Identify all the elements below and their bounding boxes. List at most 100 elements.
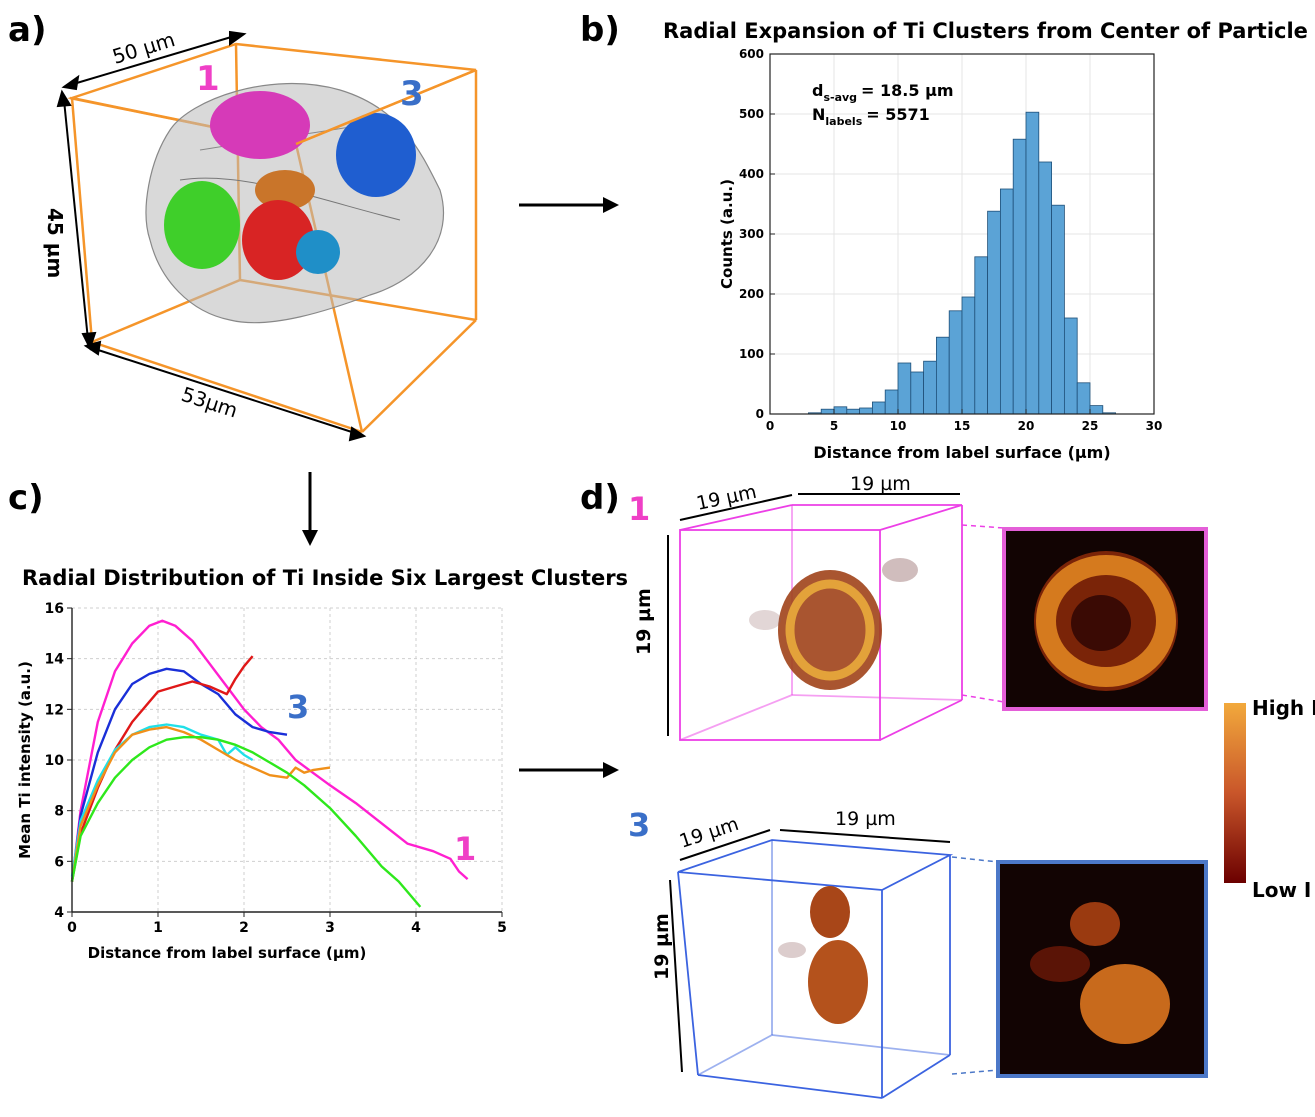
y-tick-label: 4 bbox=[54, 905, 64, 921]
histogram-chart: 0 5 10 15 20 25 300100200300400500600Distance … bbox=[718, 47, 1163, 462]
histogram-bar bbox=[935, 336, 950, 415]
x-tick-label: 0 bbox=[766, 419, 774, 433]
histogram-bar bbox=[1012, 138, 1027, 415]
series-line-4 bbox=[70, 723, 254, 877]
cluster-1-label: 1 bbox=[196, 59, 220, 99]
arrow-a-to-c bbox=[302, 472, 318, 546]
histogram-bar bbox=[1089, 405, 1104, 415]
x-tick-label: 30 bbox=[1146, 419, 1163, 433]
cluster-cyan bbox=[296, 230, 340, 274]
line-chart-title: Radial Distribution of Ti Inside Six Lar… bbox=[22, 566, 629, 590]
cluster-1-box bbox=[679, 504, 963, 741]
dim-label-side: 19 µm bbox=[633, 588, 655, 655]
histogram-bar bbox=[1063, 317, 1078, 415]
x-tick-label: 20 bbox=[1018, 419, 1035, 433]
histogram-bar bbox=[1076, 382, 1091, 415]
cluster-orange bbox=[255, 170, 315, 210]
histogram-bar bbox=[820, 408, 835, 415]
y-tick-label: 10 bbox=[45, 753, 65, 769]
panel-a-label: a) bbox=[8, 10, 47, 50]
cluster-1 bbox=[210, 91, 310, 159]
x-axis-label: Distance from label surface (µm) bbox=[813, 443, 1110, 462]
histogram-bar bbox=[948, 310, 963, 415]
colorbar-high-label: High I bbox=[1252, 696, 1315, 720]
histogram-bar bbox=[1038, 161, 1052, 415]
series-line-3 bbox=[70, 655, 254, 882]
histogram-bar bbox=[884, 389, 899, 415]
y-tick-label: 16 bbox=[45, 601, 64, 617]
histogram-bar bbox=[923, 360, 937, 415]
dimension-arrows bbox=[56, 30, 367, 442]
histogram-bar bbox=[1051, 204, 1065, 415]
y-tick-label: 14 bbox=[45, 652, 65, 668]
curve-1-label: 1 bbox=[454, 830, 476, 868]
arrow-c-to-d bbox=[519, 762, 619, 778]
x-tick-label: 10 bbox=[890, 419, 907, 433]
n-labels-annotation: Nlabels = 5571 bbox=[812, 105, 930, 128]
dim-label-top-right: 19 µm bbox=[850, 473, 911, 495]
cluster-3-connector bbox=[951, 856, 999, 1075]
dimension-arrows bbox=[667, 493, 960, 736]
x-tick-label: 3 bbox=[325, 920, 335, 936]
curve-3-label: 3 bbox=[287, 688, 309, 726]
x-tick-label: 0 bbox=[67, 920, 77, 936]
dimension-arrows bbox=[669, 829, 951, 1073]
y-axis-label: Mean Ti intensity (a.u.) bbox=[16, 661, 34, 859]
histogram-bar bbox=[987, 210, 1001, 415]
histogram-bar bbox=[859, 407, 873, 415]
y-tick-label: 100 bbox=[739, 347, 764, 361]
arrow-a-to-b bbox=[519, 197, 619, 213]
x-tick-label: 15 bbox=[954, 419, 971, 433]
cluster-3-3d-render: 3 19 µm 19 µm 19 µm bbox=[628, 806, 954, 1099]
y-tick-label: 0 bbox=[756, 407, 764, 421]
d-savg-annotation: ds-avg = 18.5 µm bbox=[812, 81, 954, 104]
particle-3d-render: 50 µm 45 µm 53µm 1 3 bbox=[43, 30, 478, 442]
y-tick-label: 200 bbox=[739, 287, 764, 301]
x-tick-label: 25 bbox=[1082, 419, 1099, 433]
dim-side-label: 45 µm bbox=[43, 208, 67, 278]
x-axis-label: Distance from label surface (µm) bbox=[88, 944, 367, 962]
y-tick-label: 600 bbox=[739, 47, 764, 61]
cluster-3-slice-image bbox=[996, 860, 1208, 1078]
y-tick-label: 400 bbox=[739, 167, 764, 181]
y-tick-label: 300 bbox=[739, 227, 764, 241]
series-line-5 bbox=[70, 725, 331, 882]
histogram-bar bbox=[833, 406, 848, 415]
y-tick-label: 8 bbox=[54, 804, 64, 820]
y-axis-label: Counts (a.u.) bbox=[718, 179, 736, 289]
intensity-colorbar bbox=[1224, 703, 1246, 883]
histogram-bar bbox=[1025, 111, 1040, 415]
panel-d-label: d) bbox=[580, 478, 620, 518]
cluster-3-box bbox=[677, 839, 954, 1099]
cluster-red bbox=[242, 200, 314, 280]
histogram-bar bbox=[897, 362, 912, 415]
cluster-3-label: 3 bbox=[628, 806, 650, 844]
cluster-1-3d-render: 1 19 µm 19 µm 19 µm bbox=[628, 473, 963, 741]
histogram-bar bbox=[999, 188, 1014, 415]
x-tick-label: 2 bbox=[239, 920, 249, 936]
dim-label-top-right: 19 µm bbox=[835, 808, 896, 830]
y-tick-label: 12 bbox=[45, 702, 64, 718]
y-tick-label: 6 bbox=[54, 854, 64, 870]
cluster-3-label: 3 bbox=[400, 74, 424, 114]
panel-c-label: c) bbox=[8, 478, 44, 518]
cluster-1-connector bbox=[961, 524, 1005, 703]
cluster-3 bbox=[336, 113, 416, 197]
series-line-2 bbox=[70, 667, 288, 882]
histogram-bar bbox=[974, 256, 988, 415]
cluster-green bbox=[164, 181, 240, 269]
dim-label-top-left: 19 µm bbox=[677, 813, 742, 853]
dim-label-side: 19 µm bbox=[651, 913, 673, 980]
y-tick-label: 500 bbox=[739, 107, 764, 121]
cluster-1-slice-image bbox=[1002, 527, 1208, 711]
histogram-bar bbox=[910, 371, 925, 415]
histogram-title: Radial Expansion of Ti Clusters from Cen… bbox=[663, 19, 1308, 43]
x-tick-label: 4 bbox=[411, 920, 421, 936]
x-tick-label: 1 bbox=[153, 920, 163, 936]
x-tick-label: 5 bbox=[497, 920, 507, 936]
histogram-bar bbox=[871, 401, 886, 415]
series-line-6 bbox=[70, 735, 422, 908]
x-tick-label: 5 bbox=[830, 419, 838, 433]
cluster-1-label: 1 bbox=[628, 490, 650, 528]
